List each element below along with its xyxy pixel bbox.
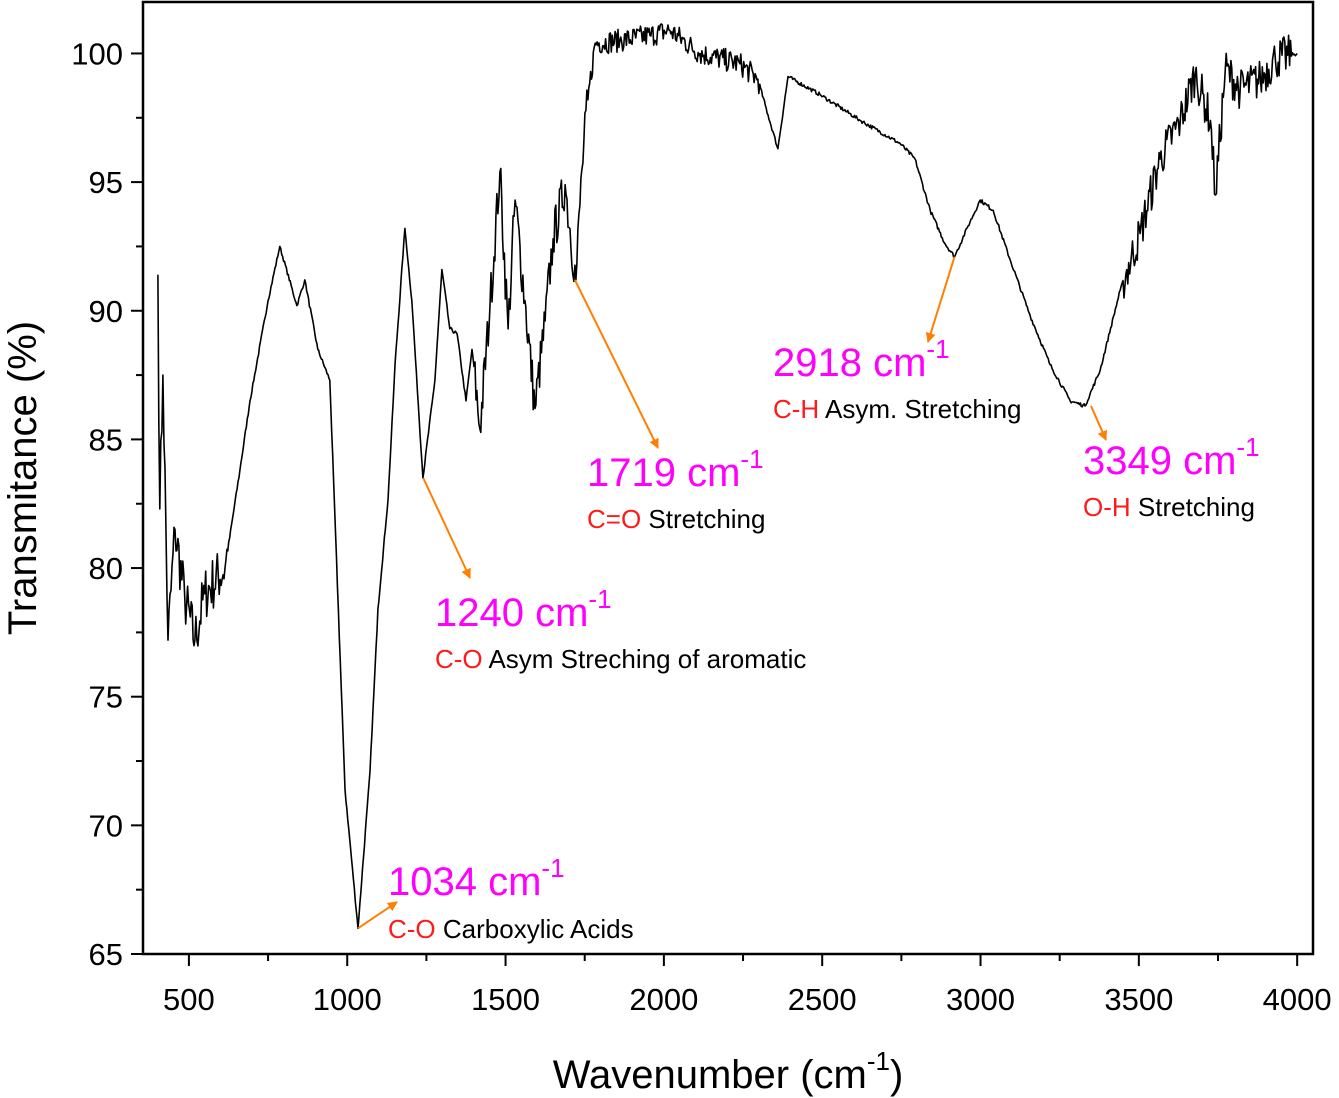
x-tick-label: 3500 xyxy=(1104,982,1173,1017)
annotation-number: 2918 cm-1 xyxy=(773,334,950,385)
x-tick-label: 3000 xyxy=(946,982,1015,1017)
annotation-arrow xyxy=(357,901,398,930)
annotation-number: 1034 cm-1 xyxy=(388,853,565,904)
annotation-1240: 1240 cm-1 C-O Asym Streching of aromatic xyxy=(435,584,806,674)
annotation-arrow xyxy=(422,477,471,579)
annotation-number: 3349 cm-1 xyxy=(1083,432,1260,483)
annotation-2918: 2918 cm-1 C-H Asym. Stretching xyxy=(773,334,1022,424)
x-tick-label: 1000 xyxy=(313,982,382,1017)
annotation-1034: 1034 cm-1 C-O Carboxylic Acids xyxy=(388,853,634,944)
annotation-arrows xyxy=(357,256,1107,930)
y-tick-label: 80 xyxy=(89,551,123,586)
plot-frame xyxy=(141,0,1315,956)
x-tick-label: 4000 xyxy=(1263,982,1332,1017)
y-tick-label: 65 xyxy=(89,937,123,972)
annotation-1719: 1719 cm-1 C=O Stretching xyxy=(587,444,765,534)
x-tick-label: 1500 xyxy=(471,982,540,1017)
x-tick-label: 500 xyxy=(163,982,215,1017)
spectrum-line xyxy=(157,23,1298,930)
y-tick-label: 70 xyxy=(89,808,123,843)
annotation-label: C-O Asym Streching of aromatic xyxy=(435,644,806,674)
annotation-arrow xyxy=(1090,405,1107,441)
annotation-label: C-H Asym. Stretching xyxy=(773,394,1022,424)
axis-ticks: 500 1000 1500 2000 2500 3000 3500 4000 65 70 75 80 8… xyxy=(71,36,1331,1017)
x-axis-title: Wavenumber (cm-1) xyxy=(553,1046,904,1097)
y-tick-label: 100 xyxy=(71,36,123,71)
annotation-label: C-O Carboxylic Acids xyxy=(388,914,634,944)
annotation-number: 1240 cm-1 xyxy=(435,584,612,635)
annotation-label: C=O Stretching xyxy=(587,504,765,534)
y-tick-label: 85 xyxy=(89,422,123,457)
annotation-label: O-H Stretching xyxy=(1083,492,1255,522)
y-tick-label: 75 xyxy=(89,680,123,715)
y-tick-label: 90 xyxy=(89,294,123,329)
annotation-arrow xyxy=(574,279,659,449)
annotation-number: 1719 cm-1 xyxy=(587,444,764,495)
y-tick-label: 95 xyxy=(89,165,123,200)
annotation-3349: 3349 cm-1 O-H Stretching xyxy=(1083,432,1260,522)
x-tick-label: 2500 xyxy=(788,982,857,1017)
y-axis-title: Transmitance (%) xyxy=(1,321,45,635)
x-tick-label: 2000 xyxy=(629,982,698,1017)
annotation-arrow xyxy=(925,256,956,343)
